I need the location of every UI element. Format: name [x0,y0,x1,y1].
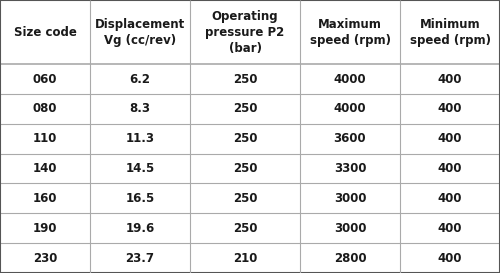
Text: 400: 400 [438,102,462,115]
Text: Minimum
speed (rpm): Minimum speed (rpm) [410,17,490,47]
Text: 14.5: 14.5 [126,162,154,175]
Text: 3300: 3300 [334,162,366,175]
Text: 400: 400 [438,162,462,175]
Text: 160: 160 [33,192,57,205]
Text: 250: 250 [233,192,257,205]
Text: Maximum
speed (rpm): Maximum speed (rpm) [310,17,390,47]
Text: 8.3: 8.3 [130,102,150,115]
Text: 110: 110 [33,132,57,145]
Text: 4000: 4000 [334,102,366,115]
Text: 400: 400 [438,252,462,265]
Text: 4000: 4000 [334,73,366,85]
Text: Operating
pressure P2
(bar): Operating pressure P2 (bar) [206,10,284,55]
Text: 210: 210 [233,252,257,265]
Text: 250: 250 [233,73,257,85]
Text: 16.5: 16.5 [126,192,154,205]
Text: 250: 250 [233,102,257,115]
Text: 250: 250 [233,162,257,175]
Text: 190: 190 [33,222,57,235]
Text: 6.2: 6.2 [130,73,150,85]
Text: 400: 400 [438,192,462,205]
Text: 3000: 3000 [334,222,366,235]
Text: 060: 060 [33,73,57,85]
Text: 230: 230 [33,252,57,265]
Text: 2800: 2800 [334,252,366,265]
Text: 250: 250 [233,222,257,235]
Text: 400: 400 [438,73,462,85]
Text: Displacement
Vg (cc/rev): Displacement Vg (cc/rev) [95,17,185,47]
Text: 11.3: 11.3 [126,132,154,145]
Text: 3600: 3600 [334,132,366,145]
Text: 3000: 3000 [334,192,366,205]
Text: 400: 400 [438,132,462,145]
Text: 140: 140 [33,162,57,175]
Text: 250: 250 [233,132,257,145]
Text: 080: 080 [33,102,57,115]
Text: Size code: Size code [14,26,76,38]
Text: 400: 400 [438,222,462,235]
Text: 19.6: 19.6 [126,222,154,235]
Text: 23.7: 23.7 [126,252,154,265]
